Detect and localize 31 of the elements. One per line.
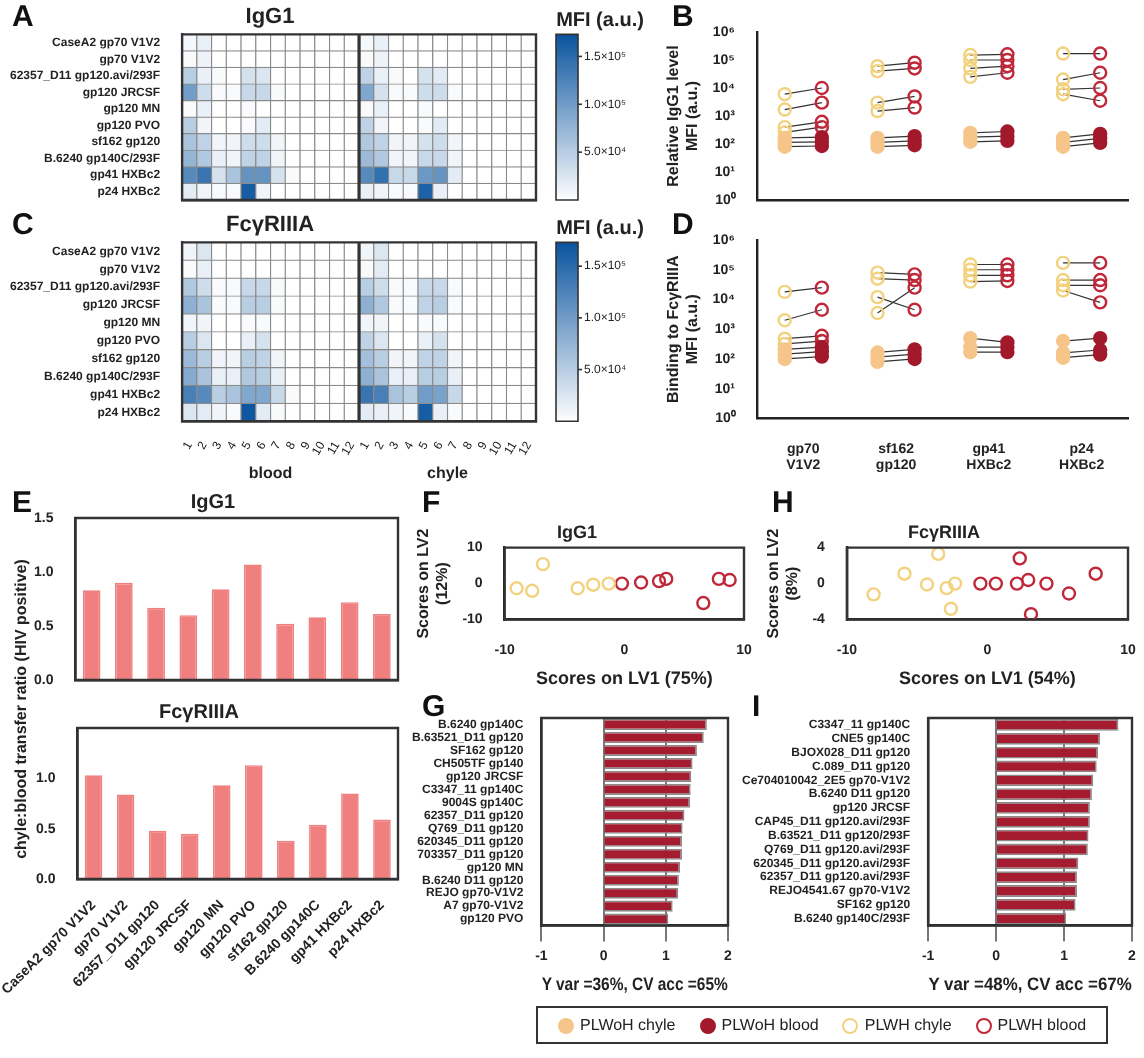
legend-label: PLWH blood: [995, 1016, 1087, 1034]
y-axis-title: Scores on LV2 (8%): [764, 527, 802, 639]
text: blood: [248, 464, 293, 483]
chart-title: IgG1: [245, 5, 295, 30]
text: I: [752, 690, 761, 724]
chart-title: FcγRIIIA: [158, 701, 240, 724]
text: C: [12, 208, 34, 242]
text: A: [12, 0, 34, 34]
chart-title: IgG1: [556, 521, 598, 542]
x-axis-title: Scores on LV1 (54%): [899, 668, 1076, 689]
x-axis-title: Scores on LV1 (75%): [535, 668, 713, 689]
x-axis-title: Y var =36%, CV acc =65%: [541, 973, 729, 995]
legend-label: PLWoH chyle: [578, 1016, 676, 1034]
color-bar-title: MFI (a.u.): [556, 217, 644, 240]
y-axis-title: chyle:blood transfer ratio (HIV positive): [11, 556, 29, 863]
y-axis-title: Binding to FcγRIIIA MFI (a.u.): [664, 254, 702, 403]
legend-label: PLWH chyle: [862, 1016, 952, 1034]
chart-title: FcγRIIIA: [225, 213, 315, 238]
chart-title: IgG1: [190, 491, 237, 514]
y-axis-title: Scores on LV2 (12%): [414, 527, 452, 639]
text: D: [672, 208, 694, 242]
color-bar-title: MFI (a.u.): [556, 9, 644, 32]
chart-title: FcγRIIIA: [907, 521, 981, 542]
x-axis-title: Y var =48%, CV acc =67%: [928, 973, 1133, 995]
text: E: [12, 486, 33, 520]
y-axis-title: Relative IgG1 level MFI (a.u.): [664, 45, 702, 187]
legend-label: PLWoH blood: [719, 1016, 819, 1034]
text: H: [772, 486, 794, 520]
text: F: [422, 486, 441, 520]
text: chyle: [427, 464, 470, 483]
text: B: [672, 0, 694, 34]
